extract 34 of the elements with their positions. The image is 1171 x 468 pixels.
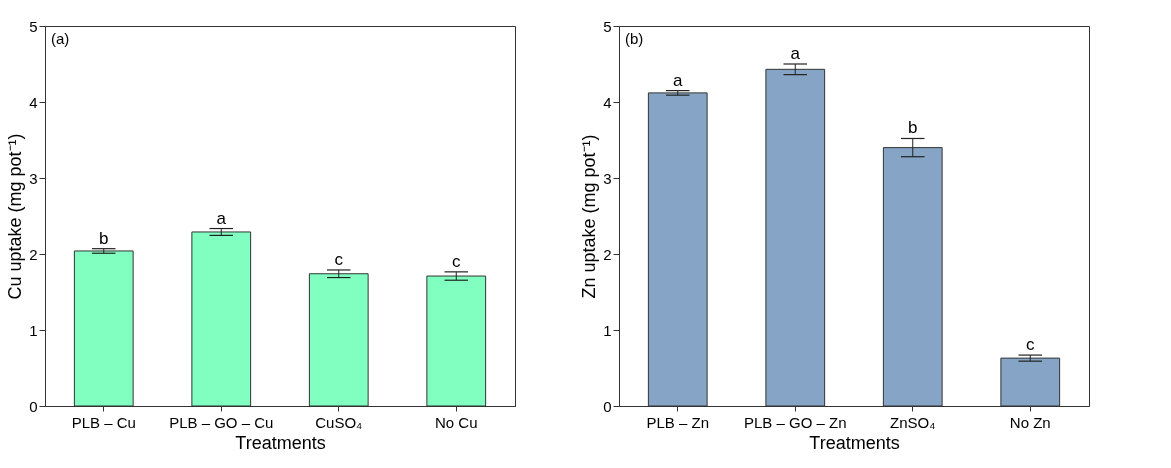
annotation: b: [908, 118, 918, 138]
annotation: c: [1026, 335, 1035, 355]
annotation: (b): [625, 30, 644, 47]
y-tick-label: 0: [29, 397, 38, 415]
y-tick-label: 1: [603, 321, 612, 339]
x-tick-label: CuSO₄: [315, 413, 363, 431]
x-tick-label: ZnSO₄: [890, 413, 936, 431]
y-tick-label: 3: [603, 169, 612, 187]
y-tick-label: 5: [603, 17, 612, 35]
y-tick-label: 0: [603, 397, 612, 415]
y-axis-title: Zn uptake (mg pot⁻¹): [579, 134, 600, 299]
x-tick-label: PLB – Zn: [646, 413, 710, 431]
x-tick-label: PLB – Cu: [71, 413, 136, 431]
y-tick-label: 5: [29, 17, 38, 35]
y-tick-label: 2: [29, 245, 38, 263]
annotation: c: [334, 249, 344, 269]
x-tick-label: PLB – GO – Cu: [169, 413, 274, 431]
x-tick-label: No Zn: [1009, 413, 1051, 431]
x-tick-label: PLB – GO – Zn: [743, 413, 847, 431]
y-tick-label: 1: [29, 321, 38, 339]
x-tick-label: No Cu: [434, 413, 478, 431]
annotation: a: [673, 70, 684, 90]
y-axis-title: Cu uptake (mg pot⁻¹): [5, 133, 26, 300]
annotation: b: [99, 228, 109, 248]
y-tick-label: 3: [29, 169, 38, 187]
x-axis-title: Treatments: [235, 432, 326, 453]
y-tick-label: 2: [603, 245, 612, 263]
y-tick-label: 4: [603, 93, 612, 111]
annotation: (a): [51, 30, 70, 47]
y-tick-label: 4: [29, 93, 38, 111]
annotation: c: [452, 251, 461, 271]
annotation: a: [216, 208, 227, 228]
x-axis-title: Treatments: [809, 432, 900, 453]
annotation: a: [790, 44, 801, 63]
